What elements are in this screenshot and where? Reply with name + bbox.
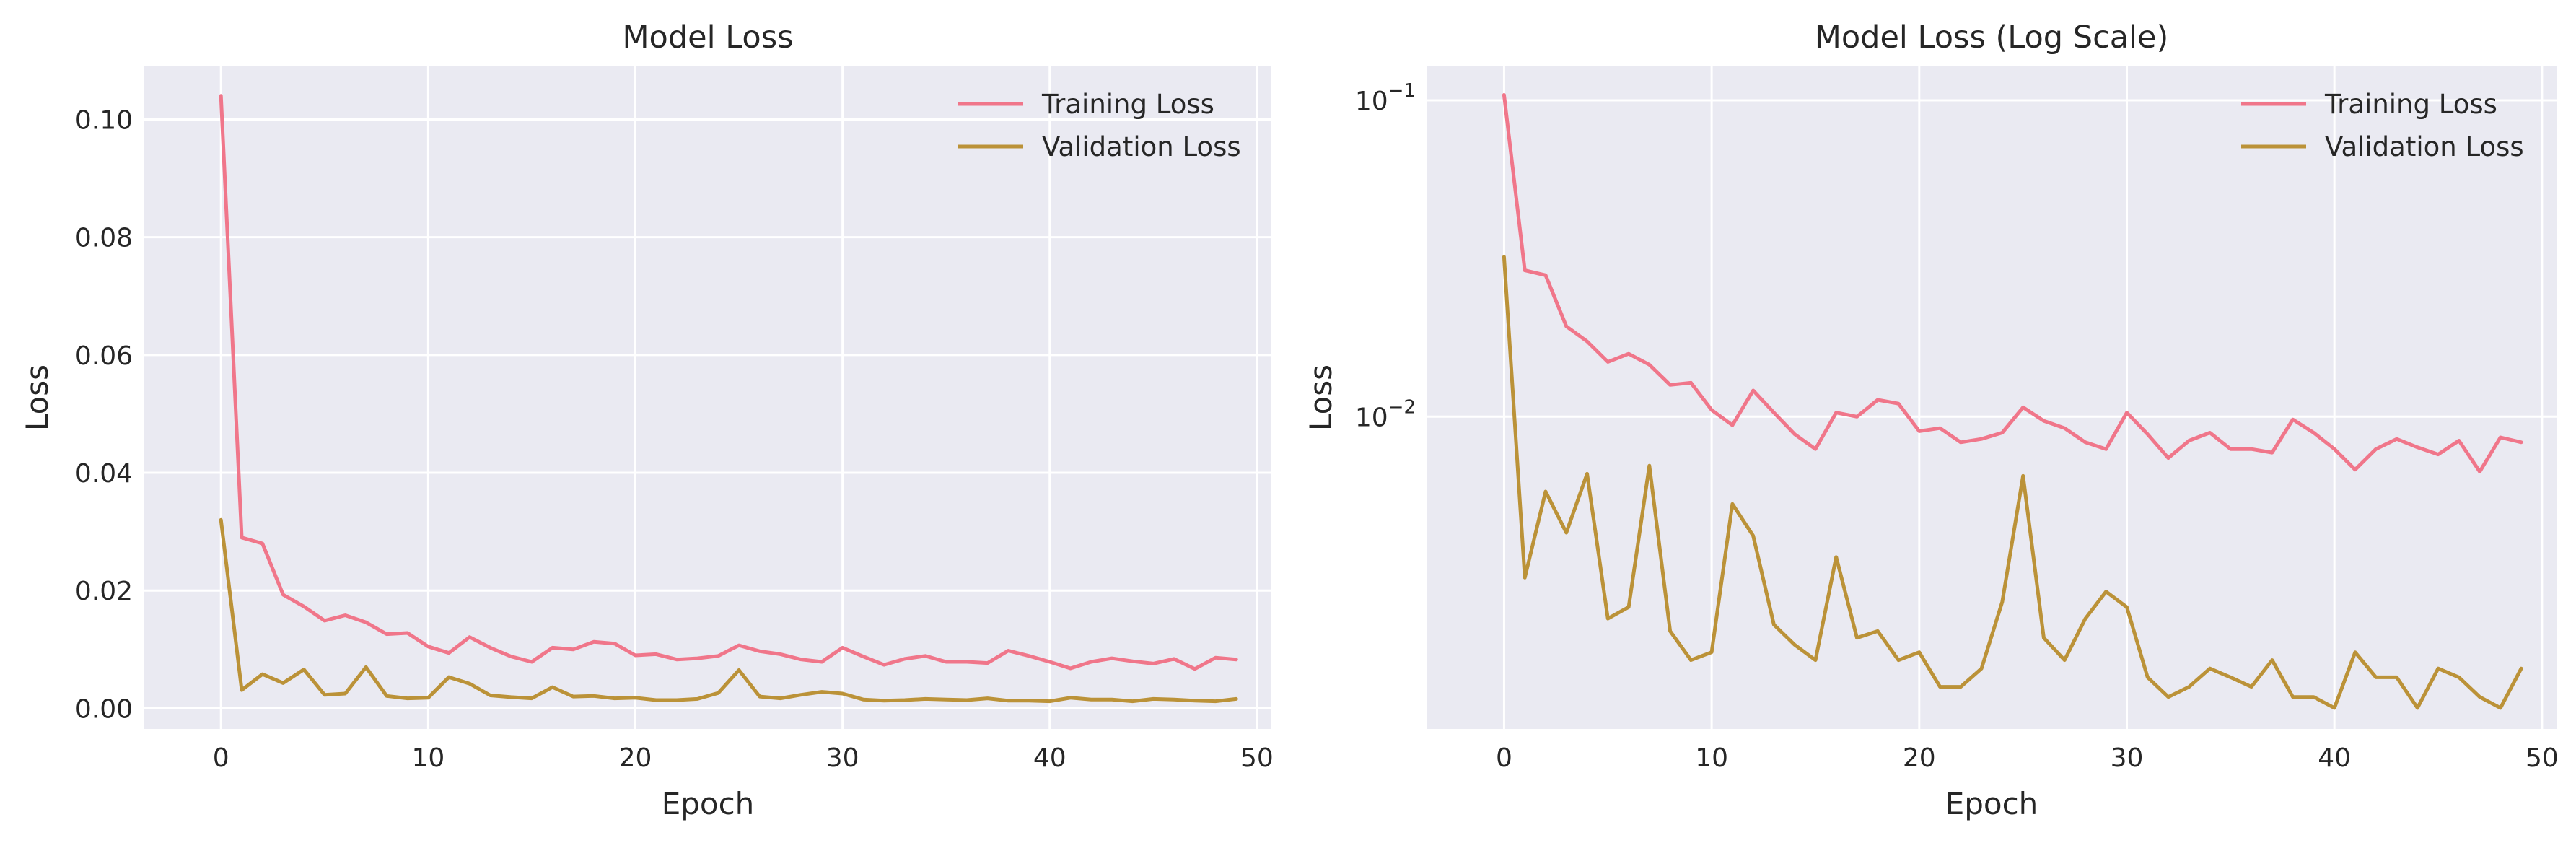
y-tick-label: 0.02 [75,577,133,606]
legend-label-training: Training Loss [2324,89,2497,120]
series-line-training [219,94,1238,671]
y-tick-label: 0.00 [75,694,133,724]
series-line-training [1502,93,2523,473]
series-lines [219,94,1238,704]
x-tick-label: 50 [2525,743,2559,773]
series-lines [1502,93,2523,710]
x-tick-label: 0 [1496,743,1512,773]
linear-loss-chart: 0 10 20 30 40 50 0.00 0.02 0.04 0.06 0.08 0.10 Mode… [19,19,1274,821]
y-tick-label: 0.10 [75,105,133,135]
y-tick-label: 10−1 [1355,80,1416,116]
y-tick-label: 0.04 [75,459,133,489]
x-tick-label: 40 [2318,743,2351,773]
grid [144,66,1271,729]
log-loss-chart: 0 10 20 30 40 50 10−2 10−1 Model Loss (Log Scal… [1303,19,2559,821]
x-tick-label: 40 [1033,743,1066,773]
grid [1427,66,2557,729]
y-axis-label: Loss [1303,364,1339,431]
y-tick-label: 10−2 [1355,396,1416,432]
y-axis-label: Loss [19,364,55,431]
x-tick-label: 10 [1695,743,1728,773]
plot-area [144,66,1271,729]
x-tick-label: 10 [411,743,444,773]
y-tick-label: 0.06 [75,341,133,371]
x-axis-label: Epoch [1945,786,2038,821]
x-axis-label: Epoch [662,786,755,821]
x-tick-label: 20 [619,743,652,773]
series-line-validation [1502,255,2523,710]
legend-label-validation: Validation Loss [1042,131,1241,162]
x-tick-label: 0 [213,743,229,773]
axis-ticks: 0 10 20 30 40 50 10−2 10−1 [1355,80,2559,773]
x-tick-label: 50 [1240,743,1274,773]
chart-title: Model Loss [622,19,793,56]
plot-area [1427,66,2557,729]
chart-title: Model Loss (Log Scale) [1815,19,2168,56]
x-tick-label: 30 [826,743,859,773]
axis-ticks: 0 10 20 30 40 50 0.00 0.02 0.04 0.06 0.08 0.10 [75,105,1274,773]
series-line-validation [219,517,1238,704]
legend: Training Loss Validation Loss [2241,89,2524,162]
x-tick-label: 30 [2111,743,2144,773]
legend-label-validation: Validation Loss [2325,131,2524,162]
legend-label-training: Training Loss [1041,89,1214,120]
x-tick-label: 20 [1903,743,1936,773]
legend: Training Loss Validation Loss [958,89,1241,162]
y-tick-label: 0.08 [75,224,133,253]
